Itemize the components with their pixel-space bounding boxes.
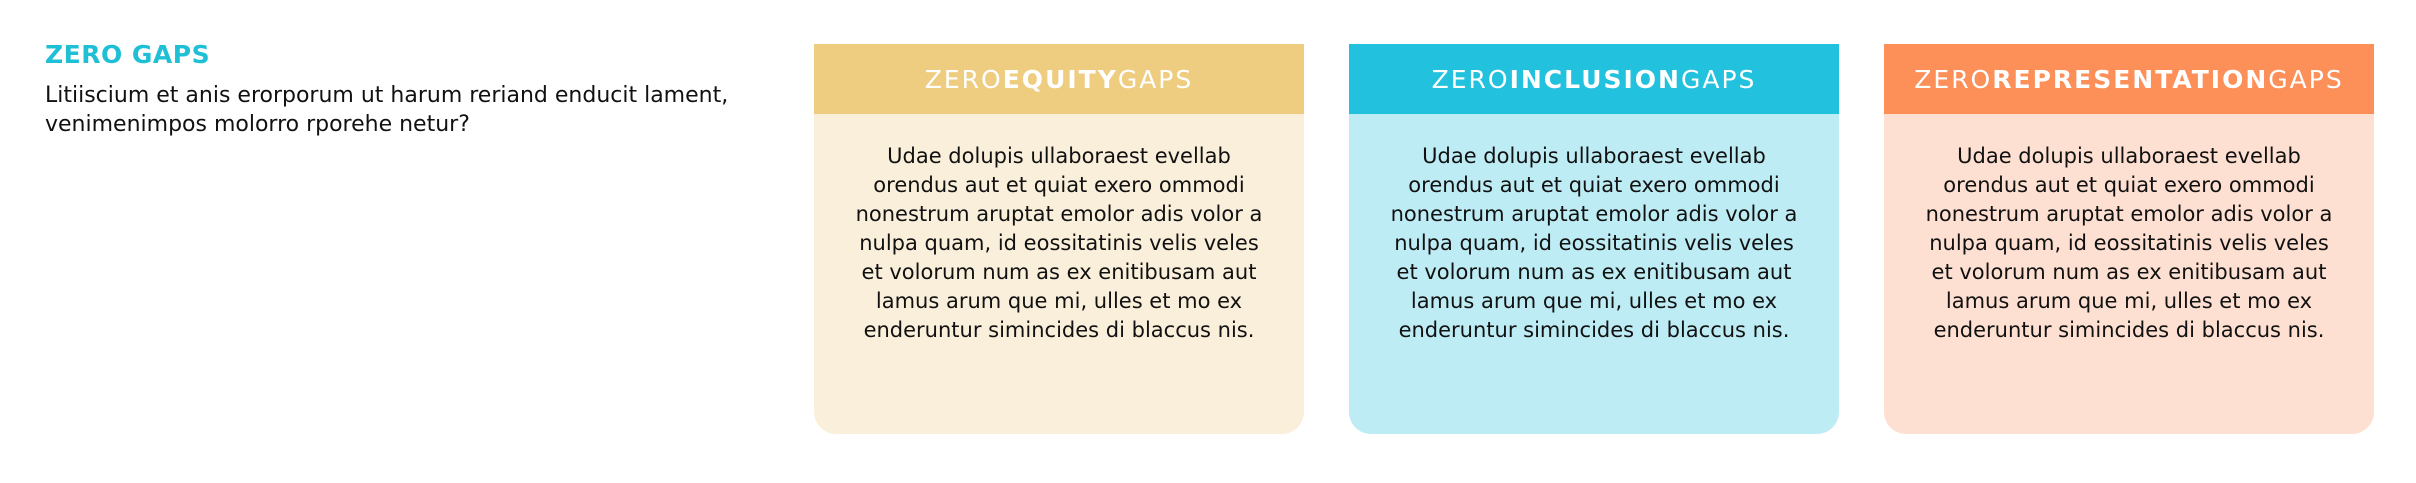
representation-card-body: Udae dolupis ullaboraest evellab orendus… xyxy=(1925,144,2333,342)
section-title: ZERO GAPS xyxy=(45,40,211,69)
inclusion-card-title-prefix: ZERO xyxy=(1431,64,1510,94)
equity-card-title-keyword: EQUITY xyxy=(1002,64,1118,94)
inclusion-card-title-suffix: GAPS xyxy=(1680,64,1757,94)
representation-card-title-prefix: ZERO xyxy=(1914,64,1993,94)
inclusion-card-title-keyword: INCLUSION xyxy=(1509,64,1681,94)
equity-card-body: Udae dolupis ullaboraest evellab orendus… xyxy=(855,144,1263,342)
representation-card-title-keyword: REPRESENTATION xyxy=(1992,64,2269,94)
section-description: Litiiscium et anis erorporum ut harum re… xyxy=(45,83,729,137)
intro-section: ZERO GAPS Litiiscium et anis erorporum u… xyxy=(45,40,745,139)
equity-card-header: ZERO EQUITY GAPS xyxy=(814,44,1304,114)
gap-cards: ZERO EQUITY GAPS Udae dolupis ullaboraes… xyxy=(814,44,2374,434)
representation-card-header: ZERO REPRESENTATION GAPS xyxy=(1884,44,2374,114)
representation-gaps-card: ZERO REPRESENTATION GAPS Udae dolupis ul… xyxy=(1884,44,2374,434)
equity-gaps-card: ZERO EQUITY GAPS Udae dolupis ullaboraes… xyxy=(814,44,1304,434)
inclusion-card-header: ZERO INCLUSION GAPS xyxy=(1349,44,1839,114)
equity-card-title-suffix: GAPS xyxy=(1117,64,1194,94)
equity-card-title-prefix: ZERO xyxy=(924,64,1003,94)
representation-card-title-suffix: GAPS xyxy=(2268,64,2344,94)
inclusion-gaps-card: ZERO INCLUSION GAPS Udae dolupis ullabor… xyxy=(1349,44,1839,434)
inclusion-card-body: Udae dolupis ullaboraest evellab orendus… xyxy=(1390,144,1798,342)
